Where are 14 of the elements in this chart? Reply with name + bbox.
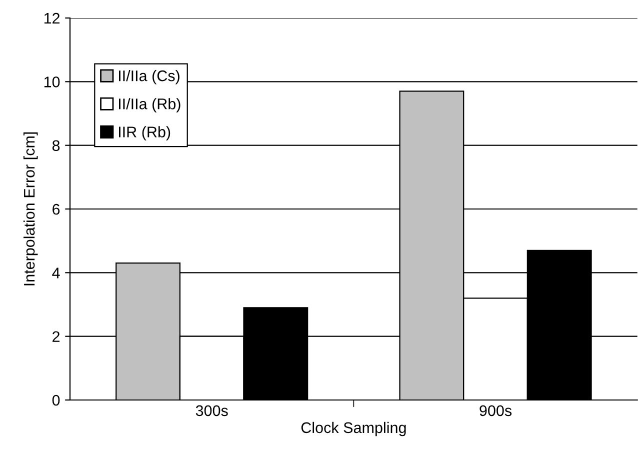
y-axis-title: Interpolation Error [cm] <box>23 132 38 286</box>
y-tick-label: 10 <box>44 76 60 88</box>
y-tick-label: 12 <box>44 12 60 24</box>
y-tick-label: 2 <box>52 331 60 342</box>
y-tick-label: 0 <box>52 394 60 406</box>
y-tick-label: 8 <box>52 140 60 152</box>
x-axis-title: Clock Sampling <box>301 422 406 436</box>
x-tick-label: 300s <box>196 405 228 416</box>
legend-label: II/IIa (Rb) <box>118 98 180 112</box>
y-tick-label: 6 <box>52 204 60 215</box>
legend-label: IIR (Rb) <box>118 126 170 140</box>
legend-label: II/IIa (Cs) <box>118 70 180 84</box>
y-tick-label: 4 <box>52 268 60 278</box>
x-tick-label: 900s <box>480 405 512 416</box>
